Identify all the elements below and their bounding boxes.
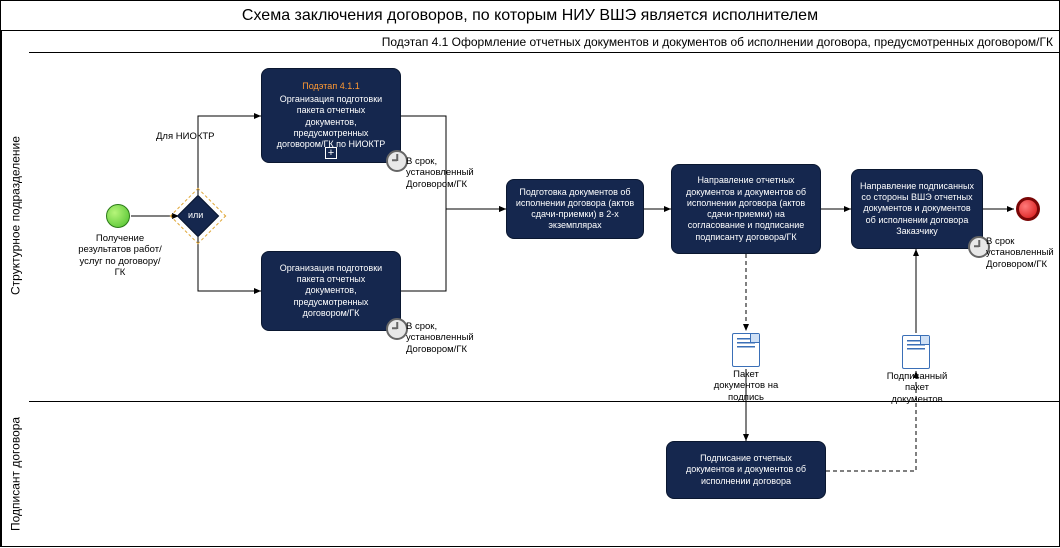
diagram-title: Схема заключения договоров, по которым Н…: [1, 1, 1059, 31]
diagram-subtitle: Подэтап 4.1 Оформление отчетных документ…: [29, 31, 1059, 53]
timer-note-5: В срок установленный Договором/ГК: [986, 236, 1058, 270]
subprocess-marker-icon: +: [325, 147, 337, 159]
task-label: Организация подготовки пакета отчетных д…: [270, 94, 392, 150]
timer-note-2: В срок, установленный Договором/ГК: [406, 321, 501, 355]
start-event-label: Получение результатов работ/услуг по дог…: [76, 233, 164, 279]
task-prepare-acts: Подготовка документов об исполнении дого…: [506, 179, 644, 239]
task-send-customer: Направление подписанных со стороны ВШЭ о…: [851, 169, 983, 249]
task-label: Подписание отчетных документов и докумен…: [675, 453, 817, 487]
timer-icon: [386, 318, 408, 340]
end-event: [1016, 197, 1040, 221]
task-label: Направление отчетных документов и докуме…: [680, 175, 812, 243]
task-label: Организация подготовки пакета отчетных д…: [270, 263, 392, 319]
task-prepare-docs: Организация подготовки пакета отчетных д…: [261, 251, 401, 331]
lane-signatory: Подписант договора: [1, 401, 29, 547]
document-icon: [902, 335, 930, 369]
doc2-label: Подписанный пакет документов: [881, 371, 953, 405]
task-sign-docs: Подписание отчетных документов и докумен…: [666, 441, 826, 499]
task-prepare-niokr: Подэтап 4.1.1 Организация подготовки пак…: [261, 68, 401, 163]
task-label: Направление подписанных со стороны ВШЭ о…: [860, 181, 974, 237]
timer-note-1: В срок, установленный Договором/ГК: [406, 156, 501, 190]
timer-icon: [386, 150, 408, 172]
bpmn-diagram: Схема заключения договоров, по которым Н…: [0, 0, 1060, 547]
task-label: Подготовка документов об исполнении дого…: [515, 187, 635, 232]
start-event: [106, 204, 130, 228]
edge-label-niokr: Для НИОКТР: [156, 131, 226, 142]
task-heading: Подэтап 4.1.1: [270, 81, 392, 92]
doc1-label: Пакет документов на подпись: [711, 369, 781, 403]
task-send-for-signing: Направление отчетных документов и докуме…: [671, 164, 821, 254]
lane-structural-dept: Структурное подразделение: [1, 31, 29, 401]
gateway-label: или: [188, 210, 203, 220]
document-icon: [732, 333, 760, 367]
